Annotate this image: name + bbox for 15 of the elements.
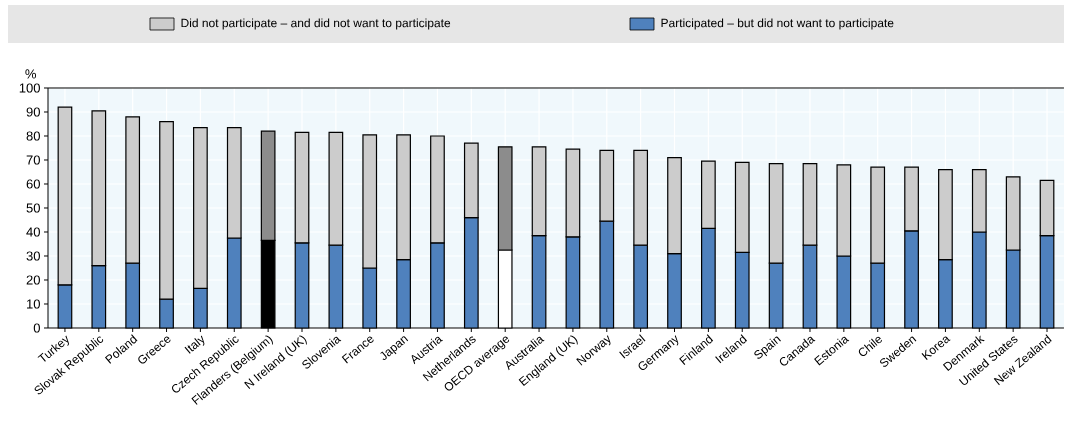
- legend-label: Did not participate – and did not want to participate: [181, 18, 451, 30]
- y-tick-label: 60: [26, 179, 40, 189]
- y-tick-label: 0: [33, 323, 40, 333]
- y-tick-label: 90: [26, 107, 40, 117]
- y-tick-label: 30: [26, 251, 40, 261]
- y-tick-label: 100: [19, 83, 40, 93]
- y-tick-label: 10: [27, 299, 40, 309]
- y-tick-label: 80: [26, 131, 40, 141]
- y-tick-label: 40: [26, 227, 40, 237]
- legend-label: Participated – but did not want to participate: [661, 18, 894, 30]
- y-tick-label: 50: [26, 203, 40, 213]
- x-tick-label: Chile: [858, 336, 882, 357]
- y-tick-label: 20: [26, 275, 40, 285]
- y-tick-label: 70: [26, 155, 40, 165]
- y-axis-title: %: [25, 69, 37, 79]
